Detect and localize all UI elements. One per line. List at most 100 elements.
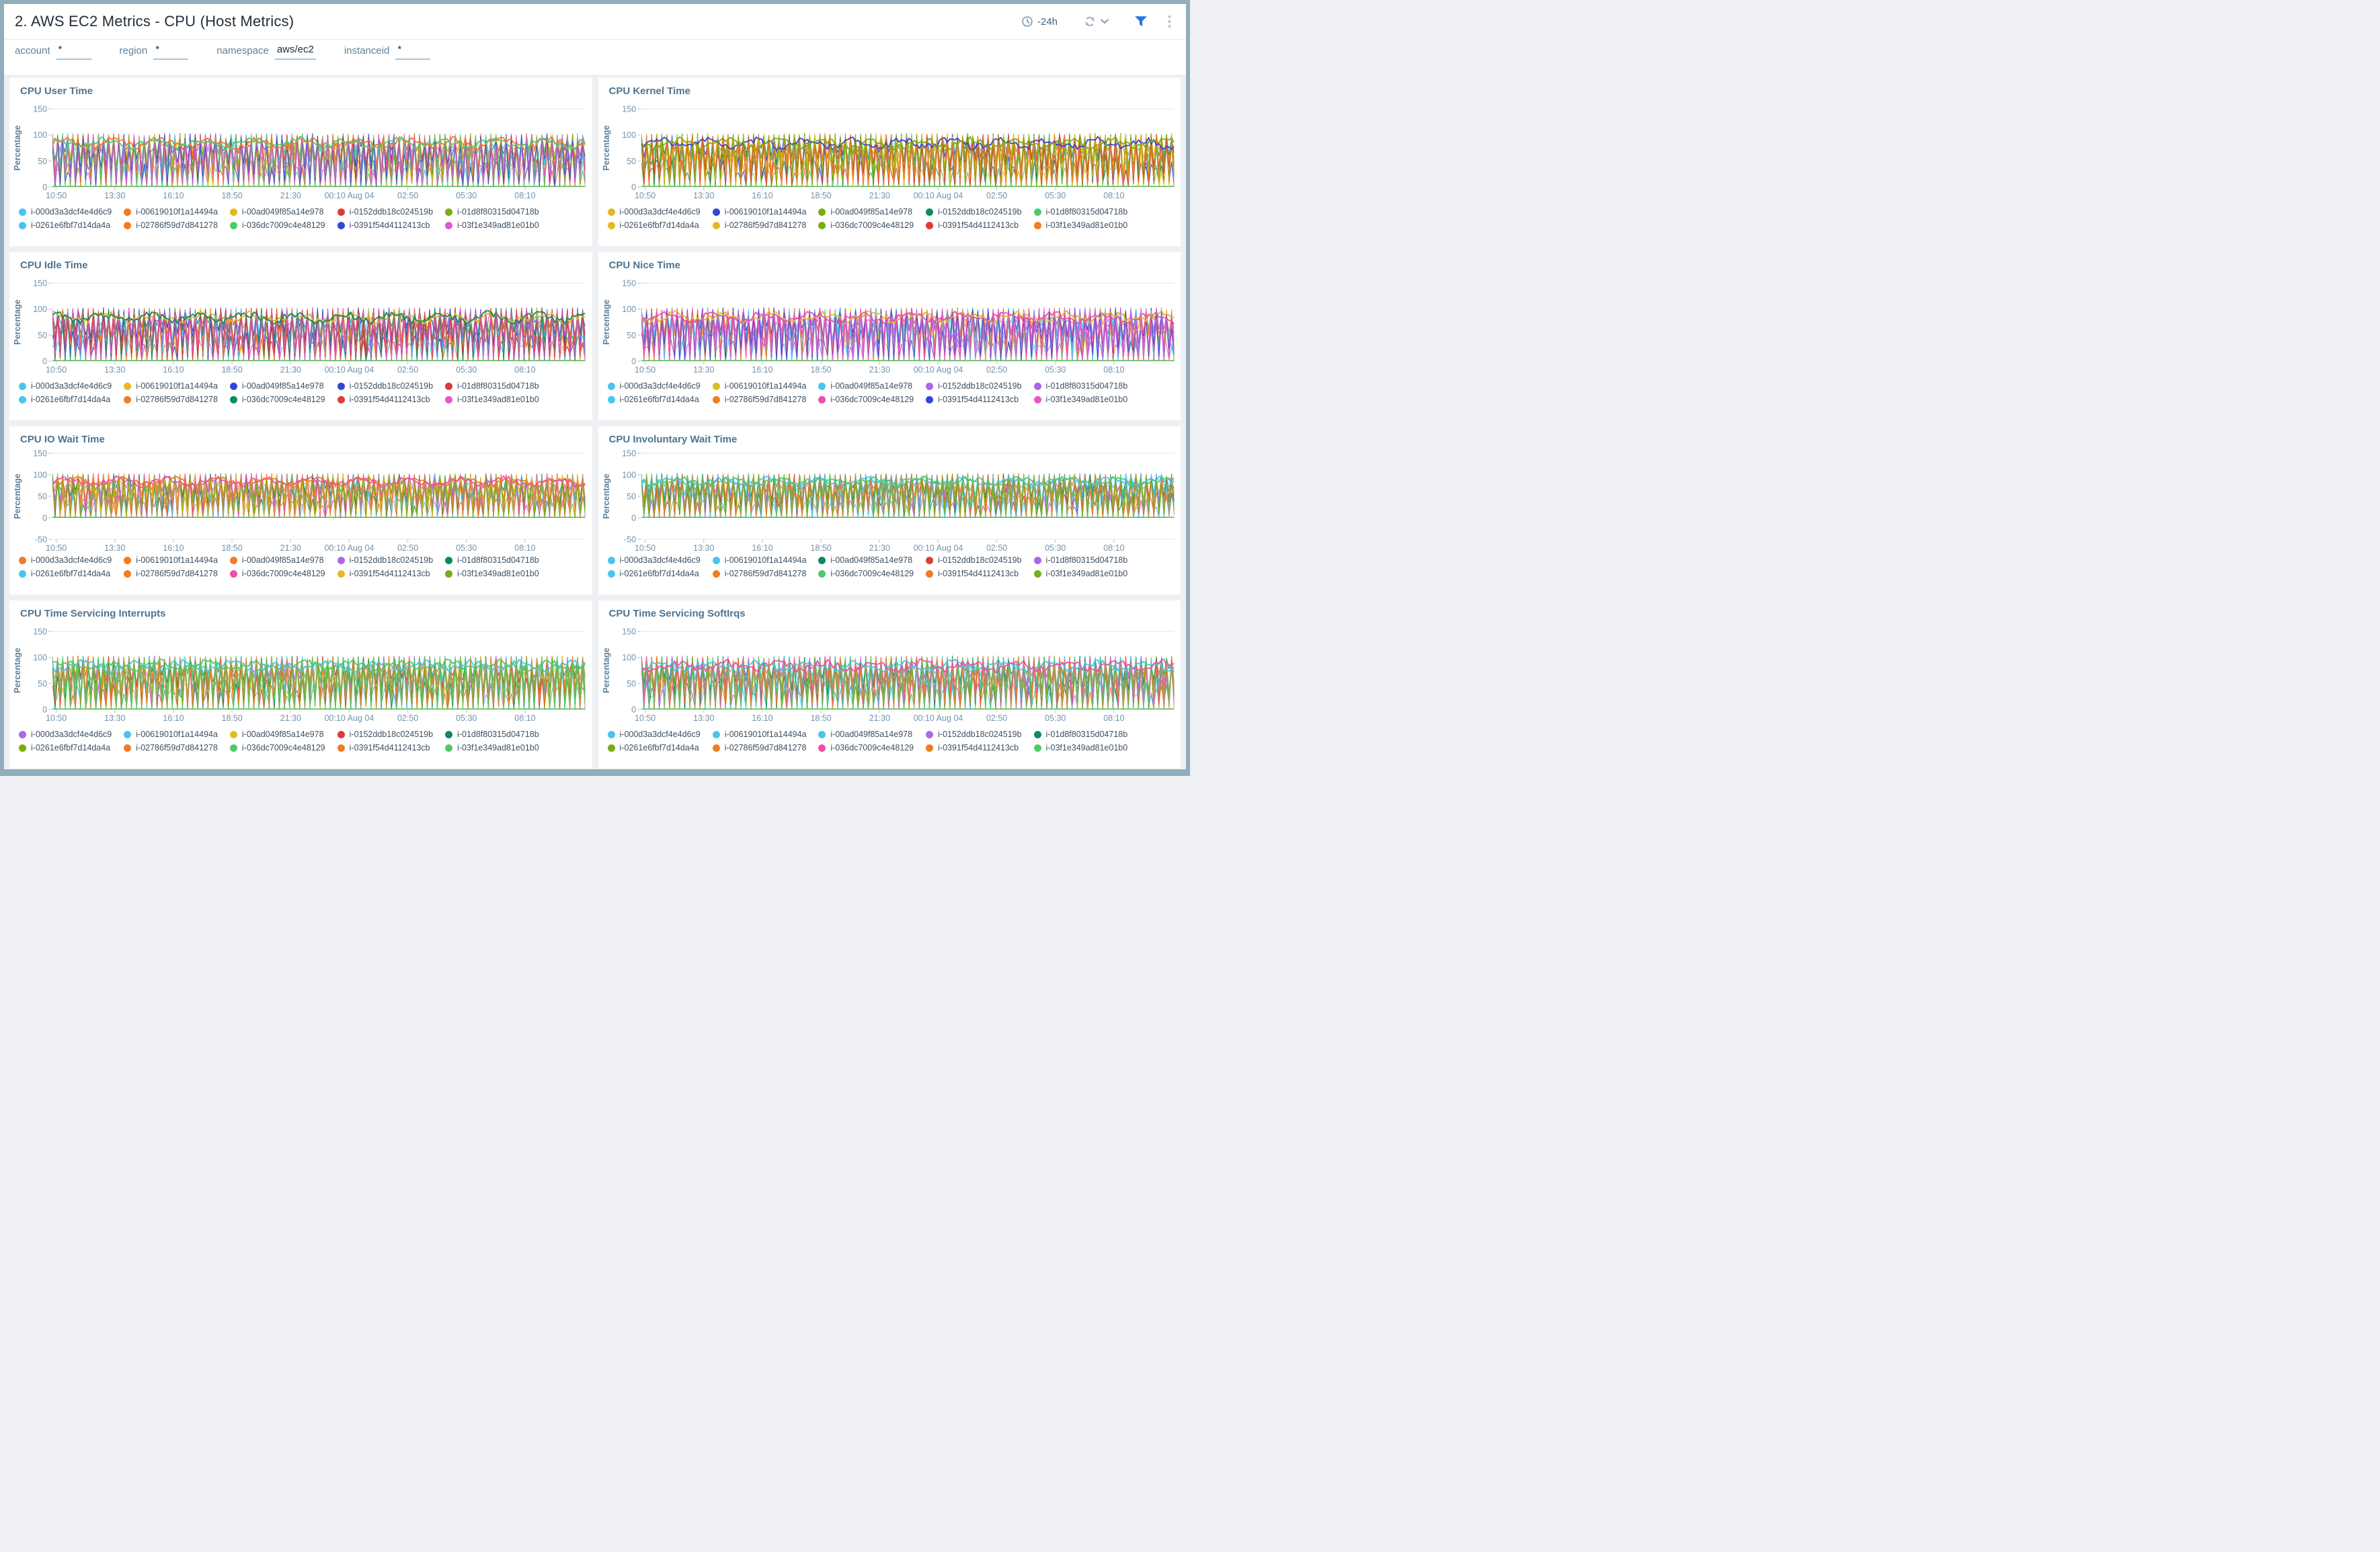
legend-item[interactable]: i-00ad049f85a14e978 <box>818 555 914 565</box>
legend-item[interactable]: i-00ad049f85a14e978 <box>818 207 914 217</box>
legend-item[interactable]: i-03f1e349ad81e01b0 <box>445 743 539 752</box>
x-tick-label: 10:50 <box>634 543 655 553</box>
legend-item[interactable]: i-00619010f1a14494a <box>124 555 218 565</box>
time-range-button[interactable]: -24h <box>1020 14 1059 29</box>
legend-item[interactable]: i-000d3a3dcf4e4d6c9 <box>19 730 112 739</box>
legend-item[interactable]: i-00ad049f85a14e978 <box>818 730 914 739</box>
legend-item[interactable]: i-00619010f1a14494a <box>712 381 806 391</box>
filter-account-value[interactable]: * <box>56 44 91 60</box>
legend-item[interactable]: i-0391f54d4112413cb <box>337 743 433 752</box>
legend-item[interactable]: i-0261e6fbf7d14da4a <box>607 743 701 752</box>
legend-item[interactable]: i-00ad049f85a14e978 <box>818 381 914 391</box>
legend-item[interactable]: i-01d8f80315d04718b <box>445 730 539 739</box>
chart-canvas[interactable]: 150 100 50 0 -50 Percentage 10:50 13:30 16:10 18:… <box>598 445 1181 553</box>
legend-item[interactable]: i-0152ddb18c024519b <box>337 730 433 739</box>
legend-item[interactable]: i-0391f54d4112413cb <box>926 743 1021 752</box>
legend-item[interactable]: i-0391f54d4112413cb <box>926 221 1021 230</box>
legend-item[interactable]: i-03f1e349ad81e01b0 <box>1033 395 1127 404</box>
legend-item[interactable]: i-00619010f1a14494a <box>124 207 218 217</box>
chart-canvas[interactable]: 150 100 50 0 Percentage 10:50 13:30 16:10 18:50 2… <box>598 619 1181 727</box>
filter-namespace-value[interactable]: aws/ec2 <box>274 44 316 60</box>
legend-item[interactable]: i-02786f59d7d841278 <box>712 221 806 230</box>
legend-item[interactable]: i-00ad049f85a14e978 <box>229 207 325 217</box>
legend-item[interactable]: i-03f1e349ad81e01b0 <box>445 569 539 578</box>
legend-item[interactable]: i-0261e6fbf7d14da4a <box>607 569 701 578</box>
legend-item[interactable]: i-03f1e349ad81e01b0 <box>445 395 539 404</box>
refresh-button[interactable] <box>1082 13 1110 30</box>
legend-item[interactable]: i-00619010f1a14494a <box>712 555 806 565</box>
legend-item[interactable]: i-0261e6fbf7d14da4a <box>607 221 701 230</box>
legend-item[interactable]: i-0152ddb18c024519b <box>337 555 433 565</box>
legend-item[interactable]: i-0261e6fbf7d14da4a <box>19 221 112 230</box>
legend-item[interactable]: i-0261e6fbf7d14da4a <box>19 569 112 578</box>
legend-item[interactable]: i-00619010f1a14494a <box>712 730 806 739</box>
legend-item[interactable]: i-02786f59d7d841278 <box>712 569 806 578</box>
legend-item[interactable]: i-0391f54d4112413cb <box>926 395 1021 404</box>
legend-item[interactable]: i-0261e6fbf7d14da4a <box>19 743 112 752</box>
legend-item[interactable]: i-0391f54d4112413cb <box>337 221 433 230</box>
legend-item[interactable]: i-036dc7009c4e48129 <box>229 221 325 230</box>
legend-item[interactable]: i-000d3a3dcf4e4d6c9 <box>19 381 112 391</box>
legend-item[interactable]: i-01d8f80315d04718b <box>1033 207 1127 217</box>
chart-canvas[interactable]: 150 100 50 0 Percentage 10:50 13:30 16:10 18:50 2… <box>9 271 592 379</box>
legend-item[interactable]: i-000d3a3dcf4e4d6c9 <box>19 207 112 217</box>
legend-item[interactable]: i-02786f59d7d841278 <box>124 395 218 404</box>
legend-item[interactable]: i-0261e6fbf7d14da4a <box>607 395 701 404</box>
legend-item[interactable]: i-01d8f80315d04718b <box>445 381 539 391</box>
legend-item[interactable]: i-000d3a3dcf4e4d6c9 <box>607 381 701 391</box>
legend-item[interactable]: i-03f1e349ad81e01b0 <box>1033 743 1127 752</box>
legend-item[interactable]: i-0391f54d4112413cb <box>926 569 1021 578</box>
legend-item[interactable]: i-0261e6fbf7d14da4a <box>19 395 112 404</box>
legend-item[interactable]: i-00619010f1a14494a <box>712 207 806 217</box>
legend-item[interactable]: i-03f1e349ad81e01b0 <box>445 221 539 230</box>
chart-canvas[interactable]: 150 100 50 0 Percentage 10:50 13:30 16:10 18:50 2… <box>9 619 592 727</box>
legend-item[interactable]: i-0391f54d4112413cb <box>337 395 433 404</box>
legend-item[interactable]: i-01d8f80315d04718b <box>1033 730 1127 739</box>
legend-dot-icon <box>229 556 237 564</box>
chart-canvas[interactable]: 150 100 50 0 Percentage 10:50 13:30 16:10 18:50 2… <box>598 97 1181 204</box>
legend-item[interactable]: i-00619010f1a14494a <box>124 381 218 391</box>
filter-toggle-button[interactable] <box>1133 14 1149 29</box>
chart-canvas[interactable]: 150 100 50 0 -50 Percentage 10:50 13:30 16:10 18:… <box>9 445 592 553</box>
legend-item[interactable]: i-03f1e349ad81e01b0 <box>1033 221 1127 230</box>
legend-item[interactable]: i-0391f54d4112413cb <box>337 569 433 578</box>
legend-item[interactable]: i-0152ddb18c024519b <box>926 381 1022 391</box>
legend-item[interactable]: i-02786f59d7d841278 <box>712 395 806 404</box>
legend-item[interactable]: i-03f1e349ad81e01b0 <box>1033 569 1127 578</box>
legend-instance-id: i-036dc7009c4e48129 <box>241 569 325 579</box>
legend-item[interactable]: i-000d3a3dcf4e4d6c9 <box>607 555 701 565</box>
legend-item[interactable]: i-00ad049f85a14e978 <box>229 555 325 565</box>
legend-item[interactable]: i-000d3a3dcf4e4d6c9 <box>607 730 701 739</box>
legend-item[interactable]: i-01d8f80315d04718b <box>1033 381 1127 391</box>
legend-item[interactable]: i-036dc7009c4e48129 <box>818 221 914 230</box>
legend-item[interactable]: i-00ad049f85a14e978 <box>229 730 325 739</box>
legend-item[interactable]: i-00ad049f85a14e978 <box>229 381 325 391</box>
legend-item[interactable]: i-0152ddb18c024519b <box>337 381 433 391</box>
legend-item[interactable]: i-036dc7009c4e48129 <box>229 743 325 752</box>
legend-dot-icon <box>607 556 615 564</box>
filter-region-value[interactable]: * <box>153 44 189 60</box>
legend-item[interactable]: i-000d3a3dcf4e4d6c9 <box>19 555 112 565</box>
legend-item[interactable]: i-02786f59d7d841278 <box>124 743 218 752</box>
legend-item[interactable]: i-00619010f1a14494a <box>124 730 218 739</box>
legend-item[interactable]: i-036dc7009c4e48129 <box>818 569 914 578</box>
chart-canvas[interactable]: 150 100 50 0 Percentage 10:50 13:30 16:10 18:50 2… <box>598 271 1181 379</box>
legend-item[interactable]: i-01d8f80315d04718b <box>445 555 539 565</box>
legend-item[interactable]: i-02786f59d7d841278 <box>124 221 218 230</box>
legend-item[interactable]: i-0152ddb18c024519b <box>926 555 1022 565</box>
legend-item[interactable]: i-0152ddb18c024519b <box>337 207 433 217</box>
legend-item[interactable]: i-01d8f80315d04718b <box>1033 555 1127 565</box>
legend-item[interactable]: i-01d8f80315d04718b <box>445 207 539 217</box>
legend-item[interactable]: i-000d3a3dcf4e4d6c9 <box>607 207 701 217</box>
legend-item[interactable]: i-036dc7009c4e48129 <box>818 743 914 752</box>
filter-instanceid-value[interactable]: * <box>395 44 431 60</box>
legend-item[interactable]: i-036dc7009c4e48129 <box>818 395 914 404</box>
legend-item[interactable]: i-036dc7009c4e48129 <box>229 395 325 404</box>
chart-canvas[interactable]: 150 100 50 0 Percentage 10:50 13:30 16:10 18:50 2… <box>9 97 592 204</box>
legend-item[interactable]: i-0152ddb18c024519b <box>926 730 1022 739</box>
kebab-menu-button[interactable] <box>1166 13 1173 30</box>
legend-item[interactable]: i-0152ddb18c024519b <box>926 207 1022 217</box>
legend-item[interactable]: i-02786f59d7d841278 <box>124 569 218 578</box>
legend-item[interactable]: i-02786f59d7d841278 <box>712 743 806 752</box>
legend-item[interactable]: i-036dc7009c4e48129 <box>229 569 325 579</box>
